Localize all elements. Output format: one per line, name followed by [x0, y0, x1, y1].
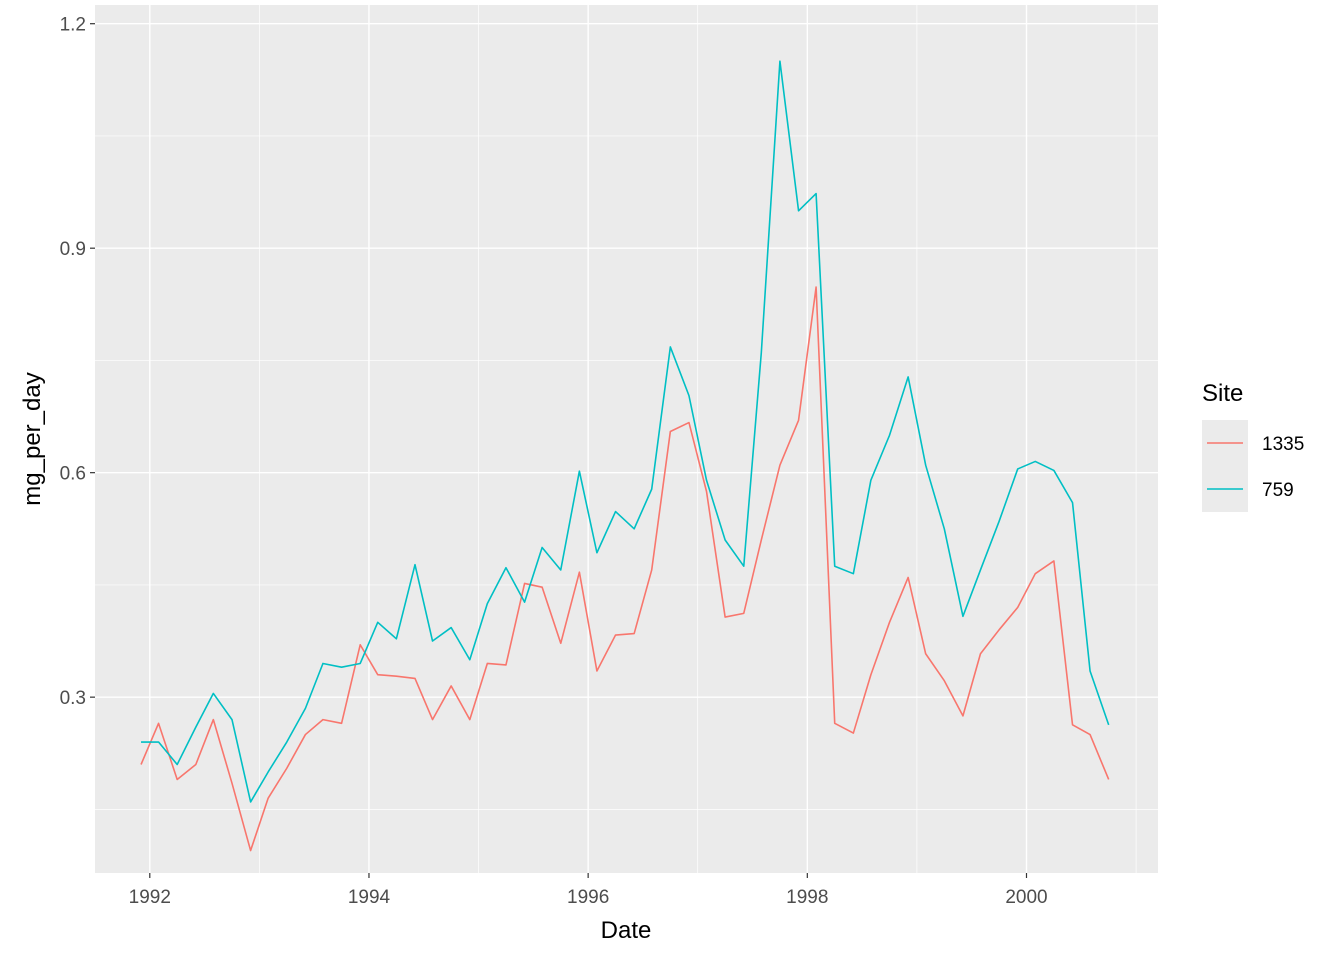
x-tick-label: 2000 — [1005, 887, 1047, 908]
x-tick-label: 1996 — [567, 887, 609, 908]
series-line-759 — [141, 60, 1110, 803]
x-axis-title: Date — [601, 917, 652, 944]
legend-label-1335: 1335 — [1262, 434, 1304, 455]
y-axis: 0.3 0.6 0.9 1.2 — [60, 15, 95, 709]
y-tick-label: 0.3 — [60, 688, 86, 709]
panel-background — [95, 5, 1158, 873]
minor-gridlines — [95, 5, 1158, 873]
series-line-1335 — [140, 286, 1110, 852]
y-axis-title: mg_per_day — [19, 372, 46, 505]
legend-label-759: 759 — [1262, 480, 1294, 501]
x-tick-label: 1998 — [786, 887, 828, 908]
x-tick-label: 1992 — [129, 887, 171, 908]
y-tick-label: 1.2 — [60, 15, 86, 36]
y-tick-label: 0.9 — [60, 239, 86, 260]
major-gridlines — [95, 5, 1158, 873]
x-tick-label: 1994 — [348, 887, 391, 908]
series-layer — [140, 60, 1110, 852]
x-axis: 1992 1994 1996 1998 2000 — [129, 873, 1048, 908]
y-tick-label: 0.6 — [60, 464, 86, 485]
legend: Site 1335 759 — [1202, 380, 1304, 512]
legend-title: Site — [1202, 380, 1243, 407]
